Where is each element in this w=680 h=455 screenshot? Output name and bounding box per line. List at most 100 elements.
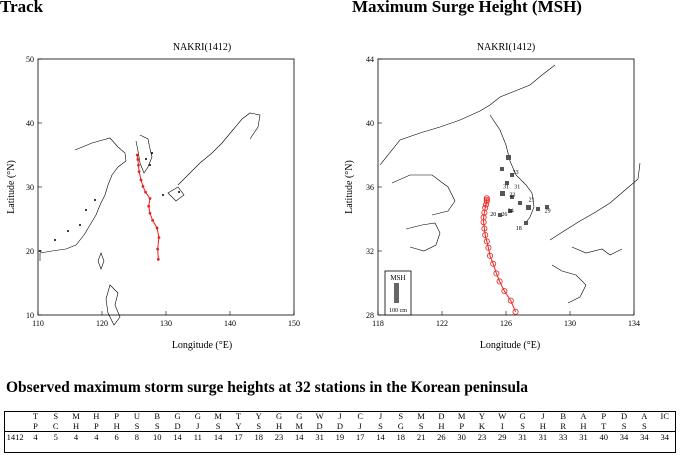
station-value-cell: 5 (45, 431, 66, 443)
station-code-cell: S (621, 421, 627, 431)
station-code-cell: D (620, 412, 628, 421)
table-caption: Observed maximum storm surge heights at … (6, 379, 528, 396)
station-code-cell: M (214, 412, 222, 421)
msh-landmass (379, 64, 641, 304)
msh-xlabel: Longitude (°E) (480, 340, 540, 351)
station-code-cell: T (32, 412, 39, 421)
msh-value-label: 33 (513, 170, 519, 176)
station-code-cell: T (235, 412, 242, 421)
msh-chart-title: NAKRI(1412) (477, 42, 535, 53)
msh-value-label: 23 (509, 193, 515, 199)
station-code-cell: G (296, 412, 303, 421)
track-track-point (135, 153, 139, 157)
track-plot-frame (37, 58, 295, 316)
station-code-cell: M (417, 412, 425, 421)
station-code-cell: H (539, 421, 546, 431)
track-landmass (39, 112, 261, 326)
station-value-cell: 31 (532, 431, 554, 443)
msh-value-label: 29 (545, 209, 551, 215)
track-track-point (141, 184, 145, 188)
station-code-cell: B (154, 412, 161, 421)
msh-track-point (481, 225, 488, 232)
msh-xtick-label: 130 (564, 319, 576, 328)
msh-station-marks (498, 155, 549, 225)
station-code-cell: S (398, 412, 404, 421)
station-code-cell: S (520, 421, 525, 431)
station-code-cell: IC (660, 412, 670, 421)
station-value-cell: 14 (289, 431, 310, 443)
track-chart-title: NAKRI(1412) (173, 42, 231, 53)
track-track-point (136, 158, 140, 161)
station-value-cell: 14 (207, 431, 229, 443)
msh-track-point (493, 270, 500, 277)
station-value-cell: 30 (451, 431, 472, 443)
station-code-cell: P (114, 412, 119, 421)
station-code-cell: H (438, 421, 445, 431)
station-code-cell: J (358, 421, 362, 431)
msh-track-point (480, 219, 487, 226)
station-code-cell: J (338, 412, 342, 421)
station-code-cell: D (336, 421, 343, 431)
track-ytick-label: 30 (26, 183, 34, 192)
msh-track-point (482, 204, 489, 211)
station-value-cell: 8 (126, 431, 148, 443)
station-value-cell: 33 (553, 431, 574, 443)
table-cell (5, 412, 25, 422)
msh-xtick-label: 118 (372, 319, 384, 328)
track-track-point (144, 190, 147, 194)
station-code-cell: J (541, 412, 545, 421)
msh-value-label: 31 (503, 185, 509, 191)
station-code-cell: S (418, 421, 424, 431)
msh-value-label: 31 (514, 185, 520, 191)
station-code-cell: S (154, 421, 160, 431)
track-xtick-label: 150 (288, 319, 300, 328)
station-code-cell: H (93, 412, 100, 421)
msh-track-point (483, 198, 490, 205)
msh-value-label: 21 (529, 197, 535, 203)
station-code-cell: U (133, 412, 140, 421)
msh-series (480, 195, 519, 315)
station-code-cell: M (72, 412, 80, 421)
station-value-cell: 23 (471, 431, 493, 443)
station-value-cell: 14 (370, 431, 391, 443)
station-code-cell: G (519, 412, 526, 421)
station-code-cell: I (500, 421, 504, 431)
track-track-point (156, 247, 160, 251)
track-series (135, 153, 161, 261)
track-ylabel: Latitude (°N) (6, 160, 17, 214)
station-value-row: 1412 4 5 4 4 6 8 10 14 11 14 17 18 23 14 31 19 17 14 18 21 26… (5, 431, 675, 443)
station-code-cell: D (316, 421, 323, 431)
station-value-cell: 6 (106, 431, 127, 443)
station-value-cell: 34 (613, 431, 635, 443)
msh-track-point (483, 195, 490, 202)
station-code-cell: H (72, 421, 80, 431)
track-ytick-label: 50 (26, 55, 34, 64)
track-track-point (148, 211, 152, 215)
msh-track-line (483, 198, 517, 312)
msh-value-label: 34 (508, 209, 514, 215)
station-code-cell: M (457, 412, 466, 421)
msh-track-point (512, 308, 519, 315)
msh-value-label: 18 (516, 226, 522, 232)
track-track-point (157, 236, 161, 239)
station-code-cell: Y (255, 412, 262, 421)
station-code-cell: M (295, 421, 304, 431)
track-track-point (148, 197, 152, 200)
station-code-cell: C (357, 412, 364, 421)
station-value-cell: 10 (147, 431, 168, 443)
track-xtick-label: 140 (224, 319, 236, 328)
station-code-cell: D (174, 421, 181, 431)
station-value-cell: 18 (248, 431, 269, 443)
station-code-cell: W (498, 412, 507, 421)
station-code-cell: S (134, 421, 140, 431)
station-value-cell: 17 (228, 431, 249, 443)
msh-heading: Maximum Surge Height (MSH) (352, 0, 582, 16)
track-track-point (147, 204, 151, 208)
station-code-cell: H (580, 421, 587, 431)
msh-chart: NAKRI(1412) 118 122 126 130 134 28 32 36 40 44 33… (344, 42, 641, 351)
station-code-cell: K (478, 421, 486, 431)
station-code-cell: B (560, 412, 566, 421)
msh-xtick-label: 126 (500, 319, 512, 328)
msh-track-point (483, 238, 490, 245)
